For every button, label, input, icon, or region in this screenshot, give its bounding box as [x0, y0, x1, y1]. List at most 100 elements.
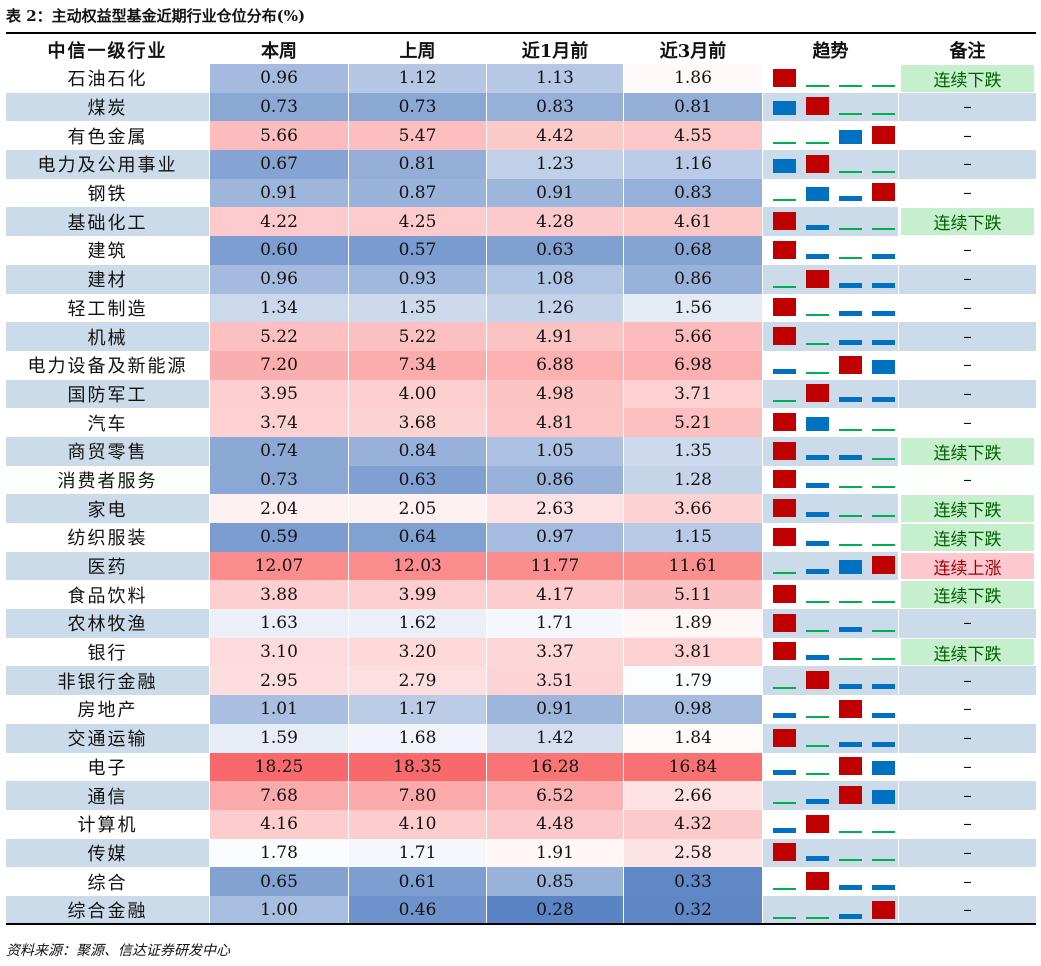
trend-bar — [872, 282, 895, 288]
trend-bar — [872, 543, 895, 546]
value-1-month-ago: 11.77 — [487, 551, 623, 581]
value-3-months-ago: 1.79 — [624, 666, 762, 696]
value-3-months-ago: 5.11 — [624, 580, 762, 610]
table-row: 非银行金融 2.95 2.79 3.51 1.79 – — [6, 666, 1036, 696]
trend-bar — [806, 569, 829, 575]
trend-bar — [872, 359, 895, 374]
trend-bar — [872, 556, 895, 575]
note-cell: 连续下跌 — [899, 207, 1036, 236]
value-3-months-ago: 3.66 — [624, 494, 762, 523]
trend-bar — [839, 355, 862, 374]
trend-bar — [773, 368, 796, 374]
value-this-week: 1.63 — [210, 609, 348, 638]
industry-name: 纺织服装 — [67, 528, 148, 550]
trend-bar — [806, 142, 829, 145]
value-this-week: 5.66 — [210, 121, 348, 151]
trend-bar — [839, 913, 862, 919]
value-1-month-ago: 4.17 — [487, 580, 623, 610]
note-text: – — [963, 97, 972, 118]
value-last-week: 7.34 — [349, 350, 486, 380]
trend-bar — [839, 601, 862, 604]
value-1-month-ago: 4.98 — [487, 379, 623, 409]
table-row: 通信 7.68 7.80 6.52 2.66 – — [6, 781, 1036, 810]
value-last-week: 0.84 — [349, 436, 486, 466]
trend-cell — [763, 810, 898, 839]
trend-bar — [872, 601, 895, 604]
value-this-week: 0.67 — [210, 150, 348, 179]
table-row: 电子 18.25 18.35 16.28 16.84 – — [6, 752, 1036, 782]
trend-cell — [763, 895, 898, 925]
trend-bar — [773, 642, 796, 661]
value-3-months-ago: 5.66 — [624, 322, 762, 351]
table-row: 食品饮料 3.88 3.99 4.17 5.11 连续下跌 — [6, 580, 1036, 610]
industry-name: 有色金属 — [67, 126, 148, 148]
value-last-week: 3.99 — [349, 580, 486, 610]
note-cell: – — [899, 609, 1036, 638]
trend-bar — [806, 342, 829, 345]
note-text: – — [963, 269, 972, 290]
industry-name: 医药 — [6, 551, 209, 581]
value-last-week: 4.25 — [349, 207, 486, 237]
table-row: 家电 2.04 2.05 2.63 3.66 连续下跌 — [6, 494, 1036, 523]
value-last-week: 7.80 — [349, 781, 486, 810]
value-last-week: 0.93 — [349, 264, 486, 294]
trend-bar — [872, 339, 895, 345]
value-3-months-ago: 0.83 — [624, 178, 762, 208]
table-row: 国防军工 3.95 4.00 4.98 3.71 – — [6, 379, 1036, 409]
trend-bar — [806, 97, 829, 116]
trend-bar — [839, 699, 862, 718]
header-note: 备注 — [949, 41, 986, 62]
trend-bar — [806, 871, 829, 890]
trend-cell — [763, 551, 898, 581]
value-1-month-ago: 0.91 — [487, 695, 623, 724]
note-text: – — [963, 297, 972, 318]
table-row: 钢铁 0.91 0.87 0.91 0.83– — [6, 178, 1036, 208]
value-3-months-ago: 1.28 — [624, 465, 762, 495]
trend-bar — [806, 798, 829, 804]
value-this-week: 1.78 — [210, 838, 348, 868]
trend-bar — [839, 515, 862, 517]
value-last-week: 5.22 — [349, 322, 486, 351]
trend-cell — [763, 92, 898, 122]
table-row: 基础化工 4.22 4.25 4.28 4.61 连续下跌 — [6, 207, 1036, 237]
trend-bar — [839, 454, 862, 460]
trend-cell — [763, 867, 898, 896]
trend-bar — [806, 671, 829, 690]
trend-bar — [773, 585, 796, 604]
value-this-week: 3.95 — [210, 379, 348, 409]
note-text: – — [963, 326, 972, 347]
trend-cell — [763, 580, 898, 609]
trend-bar — [773, 801, 796, 804]
note-cell: 连续上涨 — [899, 552, 1036, 581]
value-3-months-ago: 1.16 — [624, 150, 762, 179]
value-1-month-ago: 1.08 — [487, 264, 623, 294]
value-last-week: 1.62 — [349, 609, 486, 638]
value-1-month-ago: 6.88 — [487, 350, 623, 380]
trend-cell — [763, 264, 898, 294]
value-1-month-ago: 6.52 — [487, 781, 623, 810]
note-cell: 连续下跌 — [899, 437, 1036, 466]
value-last-week: 4.10 — [349, 809, 486, 839]
header-industry: 中信一级行业 — [47, 41, 168, 62]
trend-bar — [773, 101, 796, 116]
header-this-week: 本周 — [261, 41, 297, 62]
trend-bar — [839, 626, 862, 632]
trend-bar — [872, 84, 895, 87]
trend-cell — [763, 408, 898, 437]
value-3-months-ago: 1.35 — [624, 436, 762, 466]
table-row: 轻工制造 1.34 1.35 1.26 1.56 – — [6, 293, 1036, 323]
trend-bar — [872, 253, 895, 259]
value-1-month-ago: 0.86 — [487, 465, 623, 495]
note-text: – — [963, 756, 972, 777]
table-row: 建材 0.96 0.93 1.08 0.86 – — [6, 264, 1036, 294]
table-row: 银行 3.10 3.20 3.37 3.81 连续下跌 — [6, 637, 1036, 667]
table-row: 传媒 1.78 1.71 1.91 2.58 – — [6, 838, 1036, 868]
value-3-months-ago: 0.68 — [624, 236, 762, 265]
trend-bar — [773, 843, 796, 862]
industry-name: 电力设备及新能源 — [27, 356, 188, 378]
value-last-week: 0.73 — [349, 92, 486, 122]
table-body: 石油石化 0.96 1.12 1.13 1.86 连续下跌 煤炭 0.73 0.73 0.83 0.… — [6, 64, 1036, 925]
value-last-week: 18.35 — [349, 752, 486, 782]
trend-bar — [872, 884, 895, 890]
top-rule — [6, 32, 1036, 34]
